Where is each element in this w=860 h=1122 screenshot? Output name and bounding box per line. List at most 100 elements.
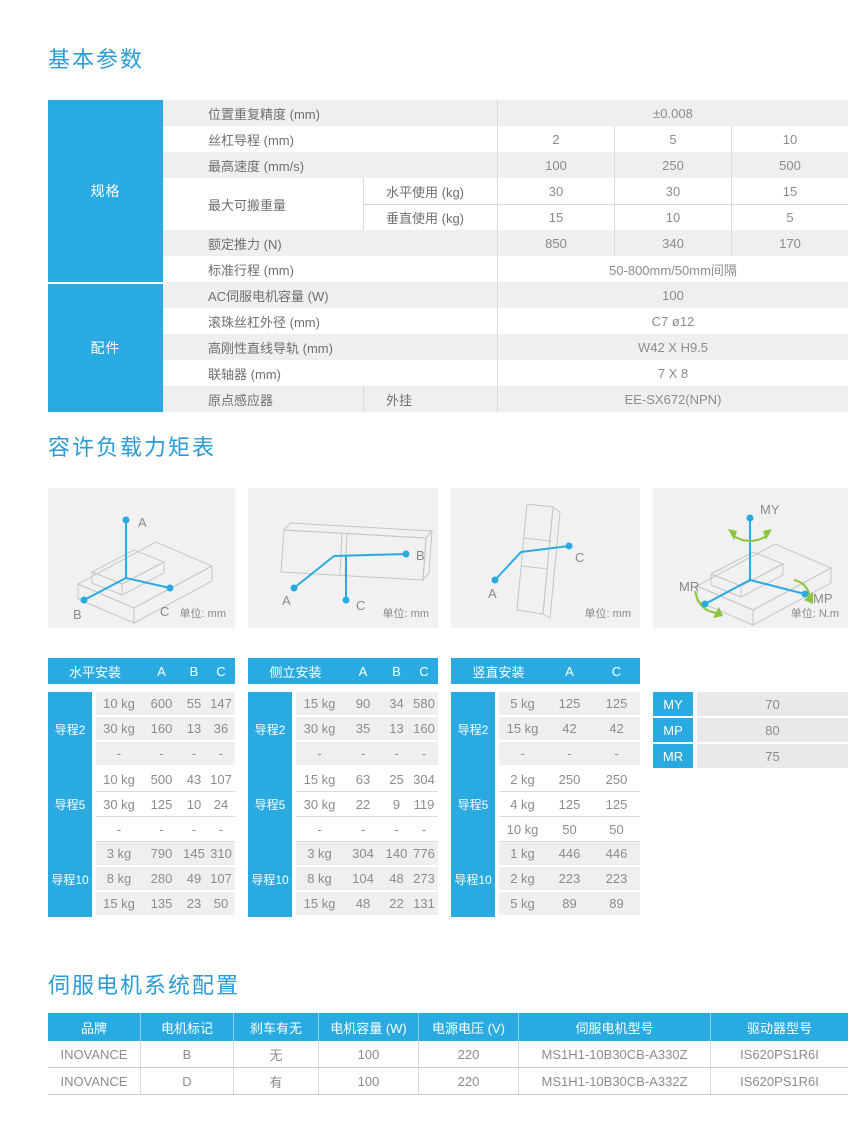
load-cell: 34 — [389, 696, 404, 711]
axis-label-b: B — [73, 607, 82, 622]
load-row: 30 kg 22 9 119 — [296, 792, 438, 817]
load-row: 8 kg 104 48 273 — [296, 867, 438, 892]
servo-cell: B — [140, 1041, 233, 1067]
load-cell: 10 kg — [103, 771, 135, 787]
moment-value: 70 — [697, 692, 848, 716]
servo-cell: 100 — [318, 1041, 418, 1067]
load-cell: - — [159, 746, 164, 761]
spec-row-label: 高刚性直线导轨 (mm) — [208, 340, 333, 356]
load-cell: 10 kg — [103, 696, 135, 711]
servo-cell: 100 — [318, 1068, 418, 1094]
load-cell: 600 — [150, 696, 173, 711]
spec-value-cell: 100 — [497, 282, 848, 308]
load-cell: - — [218, 746, 224, 761]
load-cell: 500 — [150, 771, 173, 787]
load-cell: 104 — [352, 871, 374, 886]
load-cell: 30 kg — [103, 796, 135, 812]
load-row: 1 kg 446 446 — [499, 842, 640, 867]
load-cell: 5 kg — [510, 896, 535, 911]
load-lead-column: 导程2 导程5 导程10 — [248, 692, 292, 917]
load-cell: - — [317, 821, 322, 837]
servo-header-cell: 刹车有无 — [233, 1013, 318, 1041]
load-data-column: 10 kg 600 55 147 30 kg 160 13 36- - - -10 kg 500 43 1… — [96, 692, 235, 917]
spec-value-cell: 5 — [614, 126, 731, 152]
load-row: 15 kg 42 42 — [499, 717, 640, 742]
spec-value-cell: W42 X H9.5 — [497, 334, 848, 360]
load-cell: 50 — [609, 821, 624, 837]
load-lead-cell: 导程5 — [254, 798, 286, 812]
axis-label-a: A — [138, 515, 147, 530]
spec-value-cell: 7 X 8 — [497, 360, 848, 386]
spec-value-cell: 30 — [614, 178, 731, 204]
spec-row: 高刚性直线导轨 (mm) W42 X H9.5 — [163, 334, 848, 360]
spec-value-cell: ±0.008 — [497, 100, 848, 126]
servo-header-cell: 伺服电机型号 — [518, 1013, 710, 1041]
spec-row: 位置重复精度 (mm) ±0.008 — [163, 100, 848, 126]
load-table-vertical: 竖直安装 A C 导程2 导程5 导程10 5 kg 125 125 15 kg 42 42 - - - 2 … — [451, 658, 640, 917]
load-cell: - — [394, 821, 399, 837]
servo-header-cell: 电机容量 (W) — [318, 1013, 418, 1041]
diagram-moment-axes: MY MR MP 单位: N.m — [653, 488, 848, 628]
vertical-mount-icon: A C — [488, 503, 584, 619]
load-cell: 63 — [355, 771, 371, 787]
spec-row-label: 标准行程 (mm) — [208, 262, 294, 278]
load-cell: 35 — [355, 721, 371, 736]
diagram-unit: 单位: mm — [584, 608, 631, 620]
load-column-header: C — [216, 663, 226, 679]
spec-value-cell: 100 — [497, 152, 614, 178]
load-cell: 48 — [355, 896, 371, 911]
load-cell: 43 — [186, 771, 202, 787]
load-cell: 15 kg — [303, 771, 336, 787]
load-table-body: 导程2 导程5 导程10 5 kg 125 125 15 kg 42 42- - -2 kg 250 2… — [451, 692, 640, 917]
load-cell: 119 — [413, 796, 435, 812]
spec-table: 规格 配件 位置重复精度 (mm) ±0.008 丝杠导程 (mm) 2 5 10 最高速度… — [48, 100, 848, 412]
load-cell: - — [520, 746, 525, 761]
load-cell: - — [191, 821, 197, 837]
axis-label-c: C — [160, 604, 169, 619]
spec-row-label: 原点感应器 — [208, 392, 274, 408]
spec-row: AC伺服电机容量 (W) 100 — [163, 282, 848, 308]
spec-row: 联轴器 (mm) 7 X 8 — [163, 360, 848, 386]
servo-config-table: 品牌 电机标记 刹车有无 电机容量 (W) 电源电压 (V) 伺服电机型号 驱动器型号 INO… — [48, 1013, 848, 1095]
servo-header-cell: 驱动器型号 — [710, 1013, 848, 1041]
load-cell: 125 — [605, 796, 628, 812]
load-cell: 13 — [186, 721, 202, 736]
load-cell: 4 kg — [510, 796, 535, 812]
load-cell: - — [116, 746, 122, 761]
load-table-body: 导程2 导程5 导程10 15 kg 90 34 580 30 kg 35 13 160- - - -15… — [248, 692, 438, 917]
load-cell: - — [614, 746, 619, 761]
load-cell: 13 — [389, 721, 404, 736]
load-cell: 25 — [389, 771, 404, 787]
load-cell: 1 kg — [510, 846, 535, 861]
load-cell: 3 kg — [307, 846, 332, 861]
servo-cell: IS620PS1R6I — [710, 1068, 848, 1094]
load-table-title: 侧立安装 — [269, 664, 322, 680]
servo-cell: MS1H1-10B30CB-A332Z — [518, 1068, 710, 1094]
spec-row-label: 位置重复精度 (mm) — [208, 106, 320, 122]
load-cell: 125 — [605, 696, 628, 711]
load-row: 10 kg 600 55 147 — [96, 692, 235, 717]
load-row: 30 kg 160 13 36 — [96, 717, 235, 742]
load-table-header: 侧立安装 A B C — [248, 658, 438, 684]
load-data-column: 15 kg 90 34 580 30 kg 35 13 160- - - -15 kg 63 25 304… — [296, 692, 438, 917]
load-cell: 304 — [352, 846, 374, 861]
moment-label: MP — [653, 718, 693, 742]
section-title-servo-config: 伺服电机系统配置 — [48, 973, 241, 998]
spec-value-cell: 2 — [497, 126, 614, 152]
load-row: 10 kg 500 43 107 — [96, 767, 235, 792]
load-cell: 273 — [413, 871, 435, 886]
load-cell: - — [421, 746, 427, 761]
spec-value-cell: 500 — [731, 152, 848, 178]
diagram-unit: 单位: mm — [179, 608, 226, 620]
load-column-header: C — [419, 663, 429, 679]
load-cell: 140 — [385, 846, 408, 861]
load-lead-column: 导程2 导程5 导程10 — [48, 692, 92, 917]
load-cell: 160 — [150, 721, 173, 736]
load-cell: - — [116, 821, 122, 837]
load-column-header: B — [392, 663, 401, 679]
load-cell: 147 — [210, 696, 232, 711]
load-row: 15 kg 90 34 580 — [296, 692, 438, 717]
load-cell: 310 — [210, 846, 232, 861]
spec-row: 最大可搬重量 水平使用 (kg) 30 30 15 — [163, 178, 848, 213]
